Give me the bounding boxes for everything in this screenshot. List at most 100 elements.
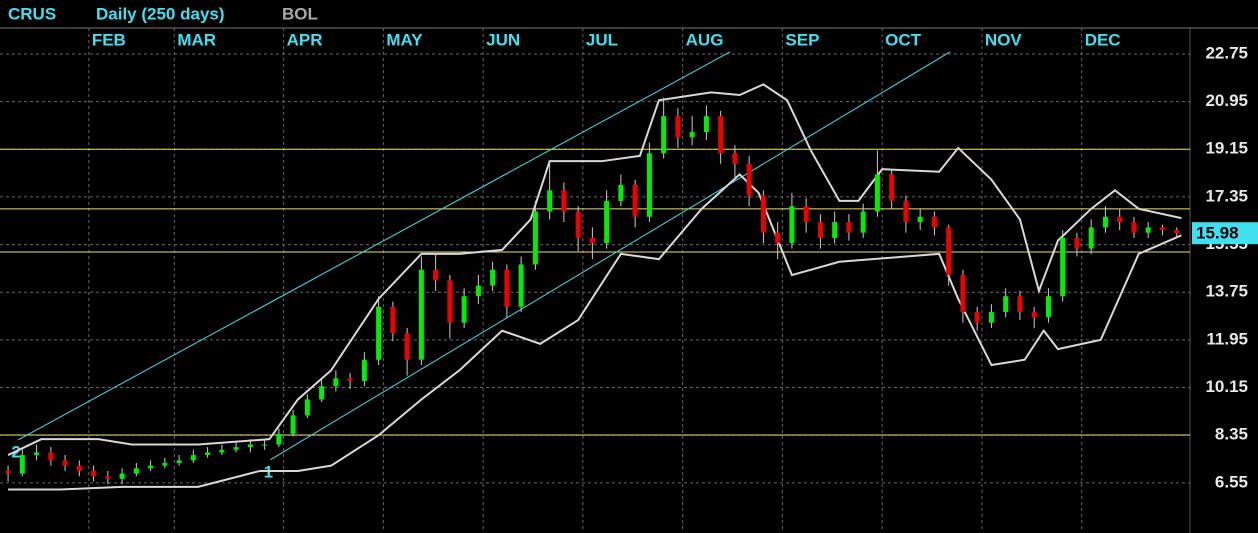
candle-body (333, 378, 339, 387)
candle-body (1102, 216, 1108, 228)
candle-body (874, 174, 880, 212)
candle-body (1045, 296, 1051, 318)
candle-body (1074, 237, 1080, 249)
candle-body (689, 132, 695, 138)
candle-body (148, 465, 154, 469)
candle-body (1117, 216, 1123, 223)
candle-body (561, 190, 567, 212)
y-tick-label: 19.15 (1205, 139, 1248, 158)
candle-body (1031, 312, 1037, 318)
candle-body (48, 452, 54, 461)
candle-body (1131, 222, 1137, 233)
candle-body (703, 116, 709, 133)
y-tick-label: 13.75 (1205, 282, 1248, 301)
candle-body (5, 470, 11, 474)
candle-body (803, 206, 809, 223)
candle-body (946, 227, 952, 276)
candle-body (675, 116, 681, 138)
candle-body (846, 222, 852, 233)
x-tick-label: MAY (386, 30, 423, 49)
candle-body (718, 116, 724, 154)
candle-body (490, 269, 496, 286)
candle-body (418, 269, 424, 360)
candle-body (262, 444, 268, 446)
candle-body (760, 195, 766, 233)
candle-body (817, 222, 823, 238)
candle-body (547, 190, 553, 212)
candle-body (604, 200, 610, 244)
candle-body (447, 280, 453, 323)
candle-body (931, 216, 937, 228)
candle-body (304, 399, 310, 416)
candle-body (746, 163, 752, 196)
candle-body (233, 447, 239, 450)
candle-body (518, 264, 524, 307)
x-tick-label: NOV (985, 30, 1023, 49)
candle-body (960, 275, 966, 313)
candle-body (988, 312, 994, 323)
y-tick-label: 17.35 (1205, 186, 1248, 205)
y-tick-label: 6.55 (1215, 472, 1248, 491)
y-tick-label: 10.15 (1205, 377, 1248, 396)
y-tick-label: 11.95 (1206, 329, 1248, 348)
candle-body (19, 455, 25, 474)
candle-body (732, 153, 738, 164)
bollinger-band (7, 83, 1182, 456)
candle-body (775, 232, 781, 244)
trendline (17, 51, 731, 441)
candle-body (789, 206, 795, 244)
trendline (270, 51, 951, 461)
candle-body (347, 378, 353, 381)
x-tick-label: OCT (885, 30, 922, 49)
candle-body (832, 222, 838, 238)
candle-body (889, 174, 895, 201)
candle-body (575, 211, 581, 238)
candle-body (1017, 296, 1023, 313)
candle-body (433, 269, 439, 281)
candle-body (390, 306, 396, 334)
y-tick-label: 20.95 (1205, 91, 1248, 110)
candle-body (205, 452, 211, 456)
bollinger-band (8, 173, 1182, 491)
chart-subtitle: Daily (250 days) (96, 4, 225, 23)
last-price-box (1192, 222, 1258, 245)
candle-body (1145, 227, 1151, 233)
candle-body (1174, 230, 1180, 234)
candle-body (532, 211, 538, 265)
candle-body (618, 185, 624, 201)
candle-body (290, 415, 296, 434)
x-tick-label: AUG (686, 30, 724, 49)
candle-body (404, 333, 410, 360)
candle-body (1003, 296, 1009, 313)
candle-body (1159, 227, 1165, 231)
y-tick-label: 8.35 (1215, 425, 1248, 444)
x-tick-label: SEP (785, 30, 819, 49)
x-tick-label: JUL (586, 30, 618, 49)
x-tick-label: MAR (177, 30, 216, 49)
candle-body (119, 473, 125, 479)
candle-body (632, 185, 638, 217)
candle-body (461, 296, 467, 323)
candle-body (361, 359, 367, 381)
candle-body (133, 468, 139, 474)
candle-body (917, 216, 923, 223)
last-price-label: 15.98 (1196, 224, 1239, 243)
candle-body (1060, 237, 1066, 297)
candle-body (105, 476, 111, 479)
candle-body (646, 153, 652, 217)
candle-body (62, 460, 68, 466)
candle-body (589, 237, 595, 244)
candle-body (176, 460, 182, 464)
candle-body (190, 455, 196, 461)
chart-title: CRUS (8, 4, 56, 23)
candle-body (34, 452, 40, 456)
candle-body (1088, 227, 1094, 249)
candle-body (162, 463, 168, 466)
x-tick-label: JUN (486, 30, 520, 49)
candle-body (475, 285, 481, 297)
candle-body (276, 433, 282, 445)
candle-body (903, 200, 909, 223)
